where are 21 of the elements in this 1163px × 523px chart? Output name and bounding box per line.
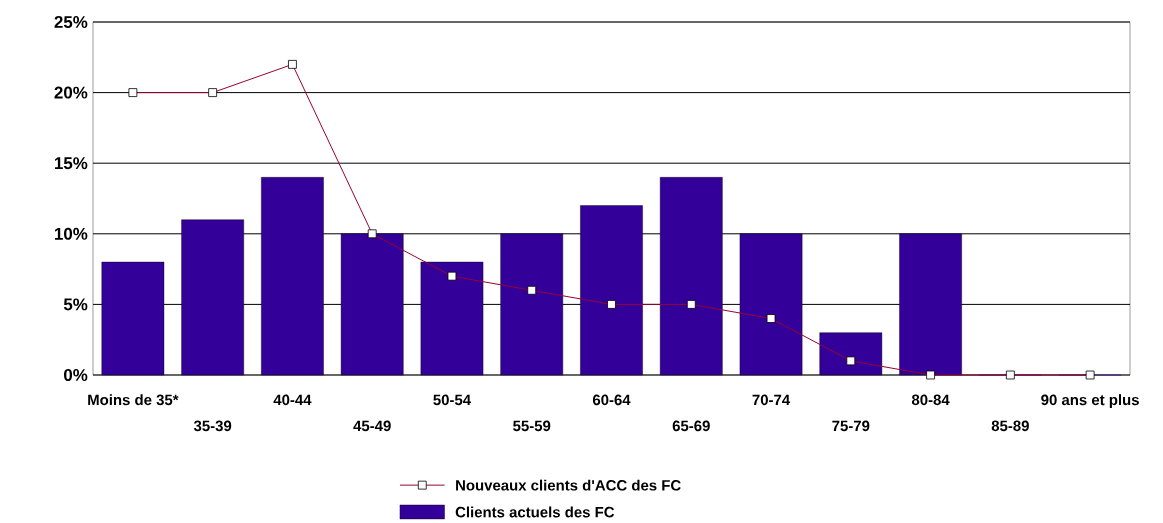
x-tick-label: 80-84 [911,394,950,406]
x-tick-label: 75-79 [832,420,870,432]
x-tick-label: 40-44 [273,394,312,406]
y-tick-label: 15% [54,157,88,170]
y-tick-label: 20% [54,86,88,99]
x-tick-label: 35-39 [193,420,232,432]
x-tick-label: 90 ans et plus [1041,394,1139,409]
x-tick-label: 50-54 [433,394,471,406]
x-tick-label: 70-74 [752,394,791,406]
x-tick-label: 60-64 [592,394,631,406]
x-tick-label: 65-69 [672,420,710,432]
x-tick-label: 55-59 [513,420,551,432]
y-tick-label: 10% [54,227,88,240]
legend-label: Nouveaux clients d'ACC des FC [456,479,681,491]
y-tick-label: 25% [54,16,88,28]
legend-label: Clients actuels des FC [455,506,615,518]
y-tick-label: 5% [63,298,88,311]
x-tick-label: Moins de 35* [88,394,179,406]
x-tick-label: 85-89 [991,420,1029,432]
x-tick-label: 45-49 [353,420,391,432]
y-tick-label: 0% [64,369,88,381]
